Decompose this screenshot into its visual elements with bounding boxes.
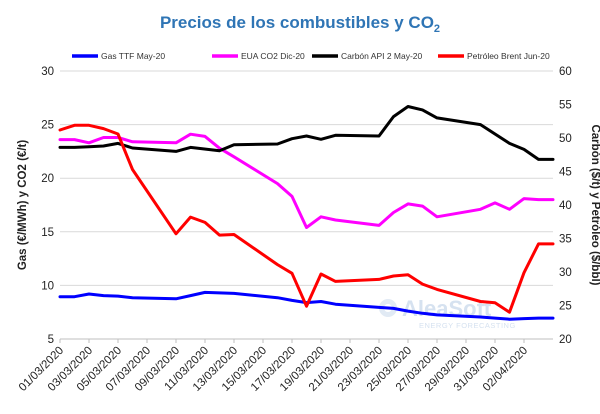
series-line-eua-co2-dic-20 xyxy=(58,132,555,229)
y-left-tick-label: 5 xyxy=(48,334,54,346)
y-right-tick-label: 25 xyxy=(559,301,572,313)
y-right-tick-label: 55 xyxy=(559,100,572,112)
y-left-tick-label: 30 xyxy=(41,66,54,78)
series-line-petroleo-brent-jun-20 xyxy=(58,123,555,314)
chart-title: Precios de los combustibles y CO2 xyxy=(160,13,440,35)
y-right-tick-label: 40 xyxy=(559,200,572,212)
series-line-gas-ttf-may-20 xyxy=(58,290,555,321)
y-left-tick-label: 20 xyxy=(41,173,54,185)
y-left-axis-title: Gas (€/MWh) y CO2 (€/t) xyxy=(17,140,29,271)
y-left-tick-label: 10 xyxy=(41,280,54,292)
series-line-carbon-api-2-may-20 xyxy=(58,105,555,161)
series-lines xyxy=(58,105,555,321)
y-right-tick-label: 45 xyxy=(559,167,572,179)
legend-label-carbon-api-2-may-20: Carbón API 2 May-20 xyxy=(341,51,423,61)
legend: Gas TTF May-20 EUA CO2 Dic-20 Carbón API 2… xyxy=(72,51,550,61)
chart-title-group: Precios de los combustibles y CO2 xyxy=(160,13,440,35)
legend-label-petroleo-brent-jun-20: Petróleo Brent Jun-20 xyxy=(467,51,550,61)
legend-label-eua-co2-dic-20: EUA CO2 Dic-20 xyxy=(241,51,305,61)
y-left-tick-label: 25 xyxy=(41,120,54,132)
y-right-tick-label: 50 xyxy=(559,133,572,145)
watermark-tagline: ENERGY FORECASTING xyxy=(419,321,516,330)
y-right-tick-label: 35 xyxy=(559,234,572,246)
legend-label-gas-ttf-may-20: Gas TTF May-20 xyxy=(101,51,165,61)
aleasoft-watermark-logo: AleaSoft ENERGY FORECASTING xyxy=(379,296,516,330)
y-left-tick-label: 15 xyxy=(41,227,54,239)
y-right-tick-label: 30 xyxy=(559,267,572,279)
axes: 5101520253020253035404550556001/03/20200… xyxy=(17,66,600,394)
y-right-axis-title: Carbón ($/t) y Petróleo ($/bbl) xyxy=(589,124,600,285)
y-right-tick-label: 60 xyxy=(559,66,572,78)
y-right-tick-label: 20 xyxy=(559,334,572,346)
